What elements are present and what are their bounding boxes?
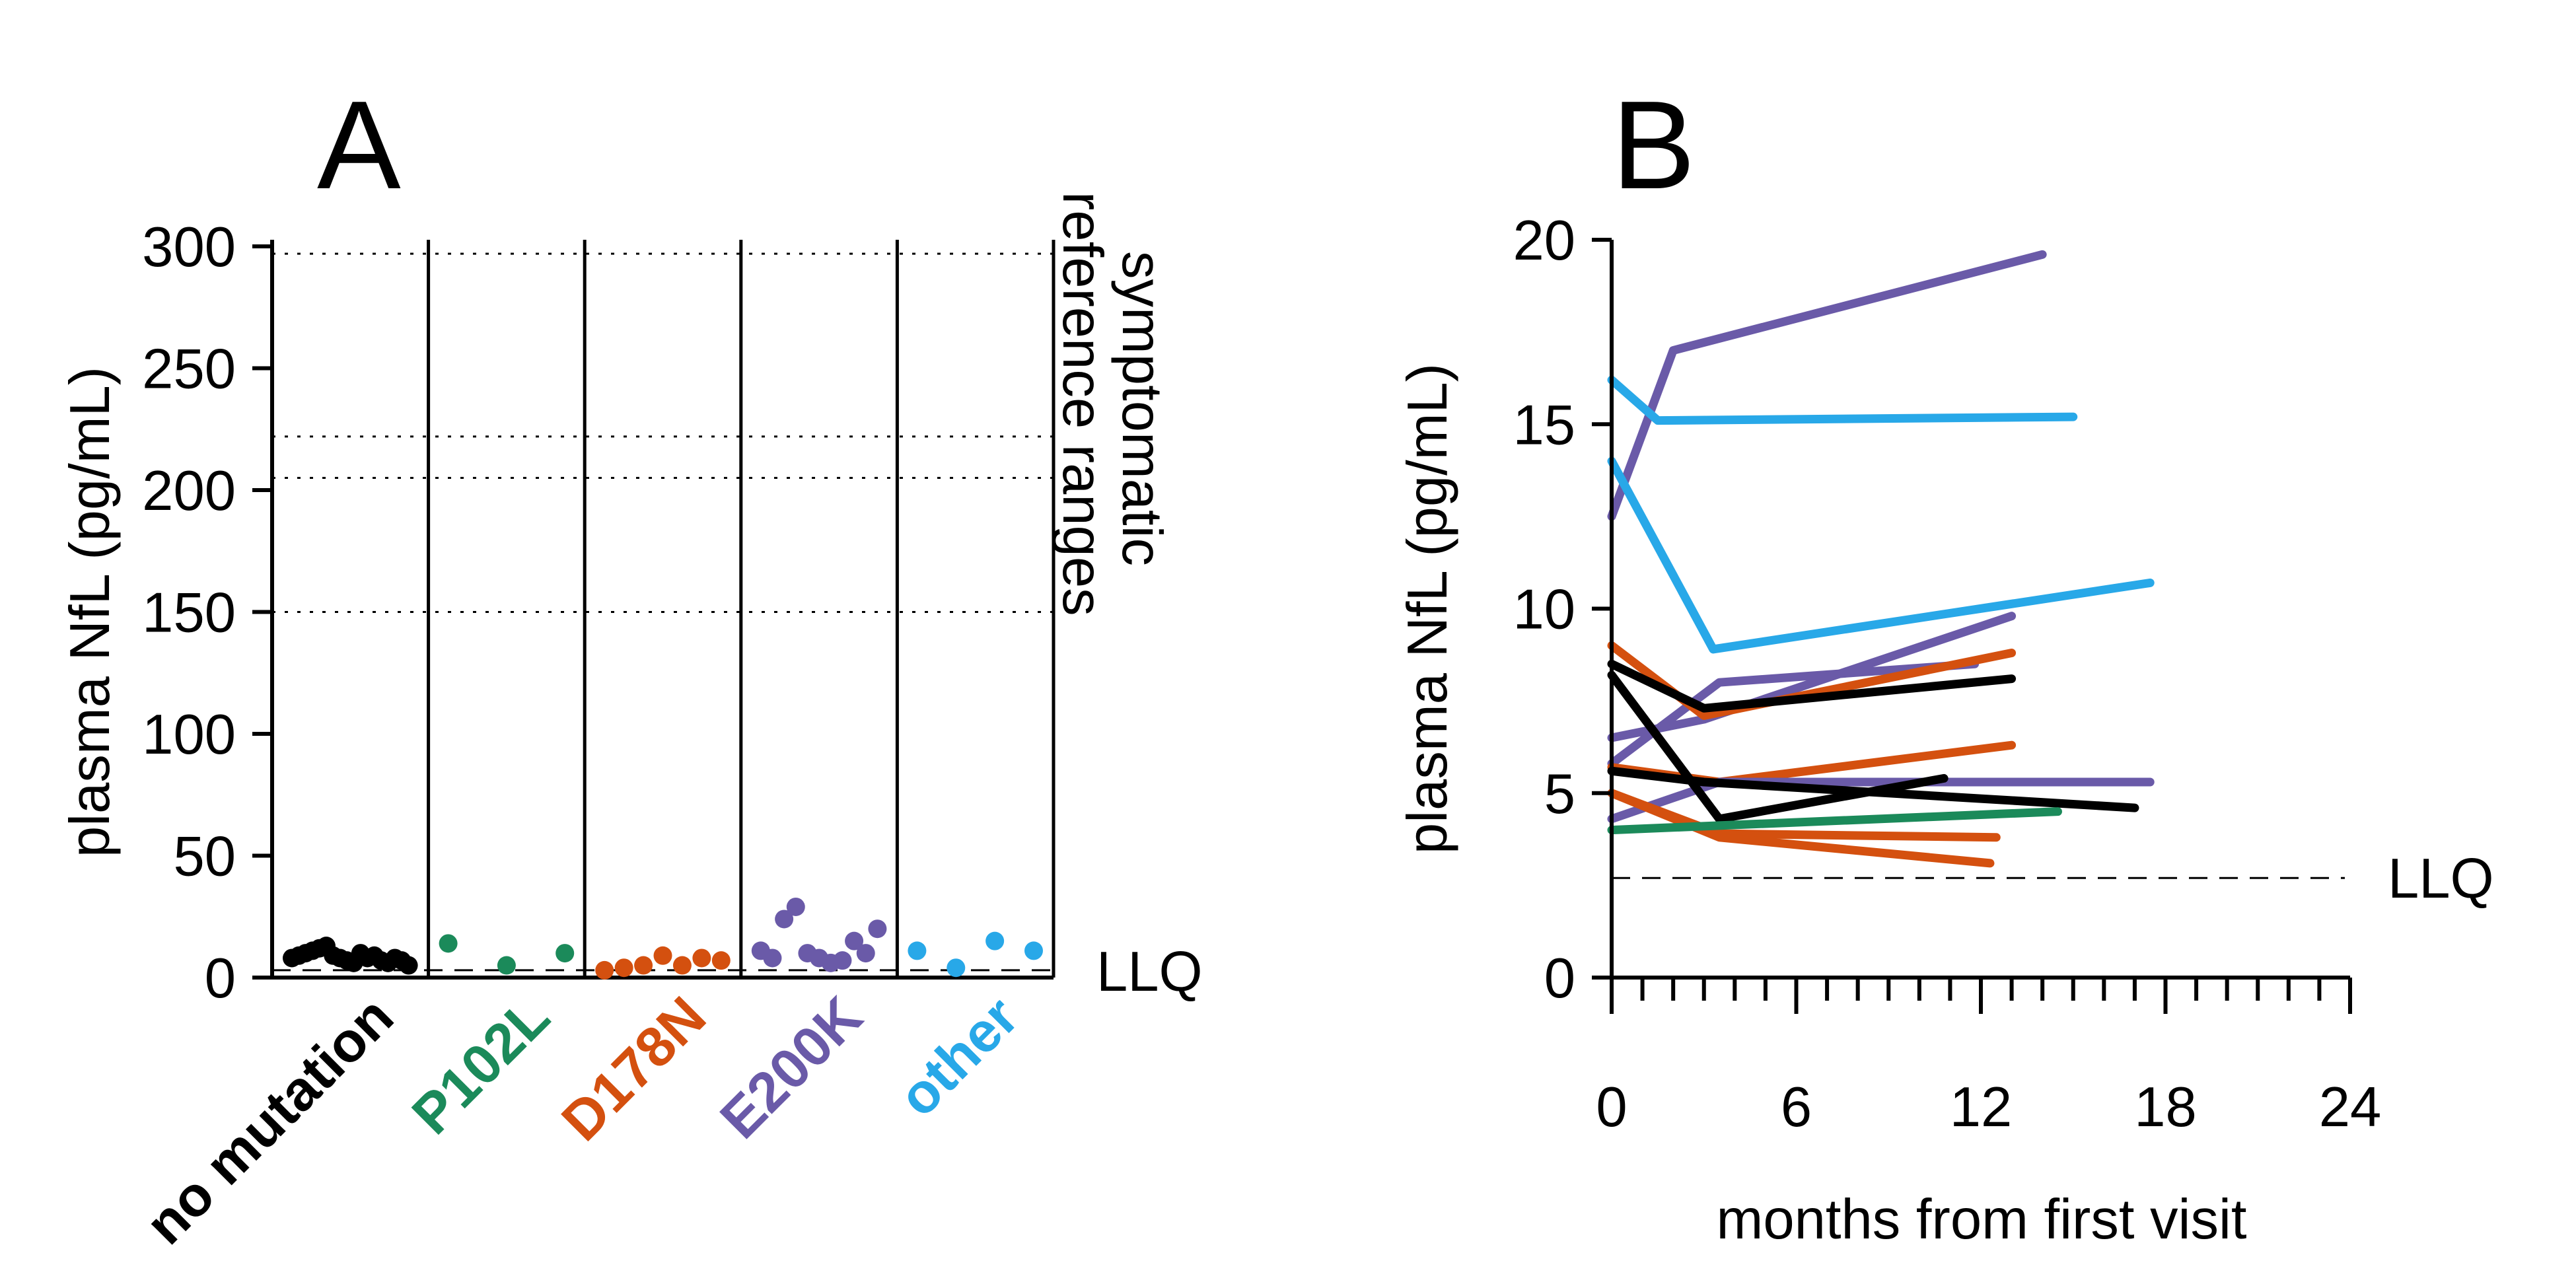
data-point-4-3 xyxy=(1024,941,1043,960)
reference-label-line-1: symptomatic xyxy=(1110,251,1173,566)
category-label-3: E200K xyxy=(709,985,875,1151)
category-label-0: no mutation xyxy=(134,985,406,1256)
x-tick-label-b-3: 18 xyxy=(2134,1076,2197,1139)
series-line-12 xyxy=(1607,789,1995,868)
data-point-3-9 xyxy=(856,944,875,963)
panel-a: A 0 50 100 150 200 250 300 plasma NfL (pg/mL) sy… xyxy=(59,75,1203,1256)
data-point-1-2 xyxy=(555,944,575,963)
llq-label-a: LLQ xyxy=(1096,941,1203,1003)
x-tick-label-b-1: 6 xyxy=(1781,1076,1812,1139)
data-point-3-8 xyxy=(845,931,864,950)
series-line-10 xyxy=(1607,766,2139,812)
series-line-6 xyxy=(1607,659,2017,713)
series-line-4 xyxy=(1607,659,1980,768)
data-point-3-7 xyxy=(833,951,852,970)
y-tick-label-a-1: 50 xyxy=(173,826,236,888)
panel-a-letter: A xyxy=(317,75,401,215)
data-point-4-0 xyxy=(908,941,927,960)
panel-b: B LLQ 0 5 10 15 20 0 6 12 18 24 months from first v… xyxy=(1396,75,2494,1251)
data-point-3-3 xyxy=(786,897,805,916)
y-tick-label-b-2: 10 xyxy=(1513,579,1575,641)
data-point-3-2 xyxy=(775,910,794,929)
data-point-2-6 xyxy=(711,951,731,970)
data-point-0-17 xyxy=(399,956,418,975)
y-tick-label-b-4: 20 xyxy=(1513,209,1575,272)
data-point-1-1 xyxy=(497,956,516,975)
data-point-2-0 xyxy=(595,960,614,980)
y-tick-label-a-5: 250 xyxy=(142,338,236,401)
y-tick-label-a-2: 100 xyxy=(142,703,236,766)
data-point-3-10 xyxy=(868,919,887,939)
data-point-2-2 xyxy=(634,956,653,975)
series-line-1 xyxy=(1607,375,2078,425)
data-point-4-1 xyxy=(947,958,966,978)
data-point-2-5 xyxy=(692,948,711,968)
y-tick-label-b-0: 0 xyxy=(1544,947,1575,1010)
y-tick-label-b-1: 5 xyxy=(1544,763,1575,826)
category-label-2: D178N xyxy=(550,985,718,1153)
series-line-0 xyxy=(1607,250,2047,521)
data-point-2-3 xyxy=(653,946,672,965)
y-axis-title-a: plasma NfL (pg/mL) xyxy=(59,367,122,857)
llq-label-b: LLQ xyxy=(2388,847,2494,910)
reference-label-line-2: reference ranges xyxy=(1051,192,1114,616)
data-point-2-4 xyxy=(672,956,692,975)
x-tick-label-b-0: 0 xyxy=(1596,1076,1627,1139)
y-tick-label-a-3: 150 xyxy=(142,582,236,645)
series-line-5 xyxy=(1607,641,2017,720)
y-tick-label-a-4: 200 xyxy=(142,460,236,522)
series-line-2 xyxy=(1607,456,2155,654)
category-label-4: other xyxy=(887,985,1030,1128)
data-point-4-2 xyxy=(985,931,1005,950)
series-line-13 xyxy=(1607,807,2062,835)
y-tick-label-a-0: 0 xyxy=(205,947,236,1010)
x-tick-label-b-4: 24 xyxy=(2319,1076,2382,1139)
y-tick-label-b-3: 15 xyxy=(1513,394,1575,456)
data-point-3-1 xyxy=(763,948,782,968)
x-tick-label-b-2: 12 xyxy=(1950,1076,2013,1139)
data-point-2-1 xyxy=(614,958,633,978)
x-axis-title-b: months from first visit xyxy=(1717,1188,2247,1251)
category-label-1: P102L xyxy=(400,985,561,1146)
y-axis-title-b: plasma NfL (pg/mL) xyxy=(1396,363,1459,854)
panel-b-letter: B xyxy=(1612,75,1696,215)
data-point-1-0 xyxy=(439,934,458,953)
y-tick-label-a-6: 300 xyxy=(142,216,236,279)
